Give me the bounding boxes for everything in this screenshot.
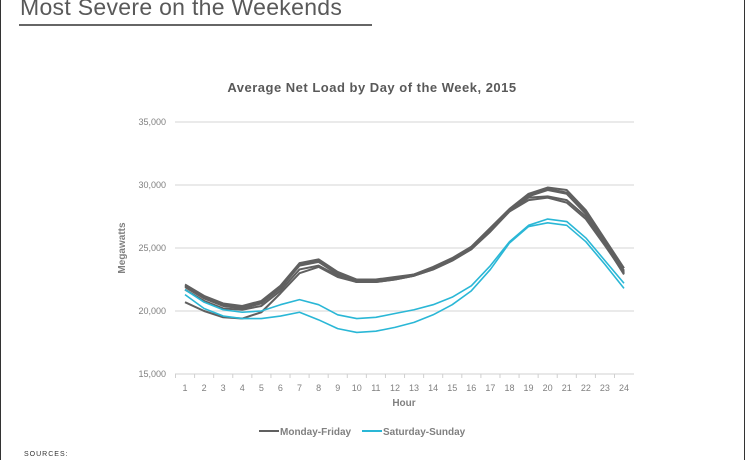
x-tick-label: 22 (581, 383, 591, 393)
y-tick-label: 25,000 (138, 243, 166, 253)
series-line-weekday (184, 195, 625, 311)
x-axis-label: Hour (392, 398, 415, 409)
x-tick-label: 19 (524, 383, 534, 393)
series-line-weekday (184, 196, 625, 320)
x-tick-label: 21 (562, 383, 572, 393)
sources-label: SOURCES: (24, 451, 69, 458)
x-tick-label: 14 (428, 383, 438, 393)
y-axis-label: Megawatts (117, 222, 128, 274)
x-tick-label: 15 (447, 383, 457, 393)
series-line-weekday (184, 186, 625, 307)
chart-title: Average Net Load by Day of the Week, 201… (227, 80, 516, 95)
x-tick-label: 13 (409, 383, 419, 393)
x-tick-label: 2 (202, 383, 207, 393)
title-underline (19, 24, 372, 26)
x-tick-label: 17 (485, 383, 495, 393)
series-line-weekday (184, 189, 625, 310)
x-tick-label: 3 (221, 383, 226, 393)
x-tick-label: 24 (619, 383, 629, 393)
x-tick-label: 5 (259, 383, 264, 393)
x-tick-label: 20 (543, 383, 553, 393)
y-tick-label: 15,000 (138, 369, 166, 379)
legend-label: Monday-Friday (280, 427, 352, 438)
legend-label: Saturday-Sunday (383, 427, 466, 438)
series-line-weekend (184, 222, 625, 334)
x-tick-label: 11 (371, 383, 380, 393)
x-tick-label: 10 (352, 383, 362, 393)
x-tick-label: 1 (182, 383, 187, 393)
x-tick-label: 12 (390, 383, 400, 393)
x-tick-label: 23 (600, 383, 610, 393)
y-tick-label: 30,000 (138, 180, 166, 190)
series-line-weekend (184, 218, 625, 320)
x-tick-label: 9 (335, 383, 340, 393)
y-tick-label: 35,000 (138, 117, 166, 127)
y-tick-label: 20,000 (138, 306, 166, 316)
x-tick-label: 8 (316, 383, 321, 393)
slide-title: Most Severe on the Weekends (20, 0, 343, 20)
x-tick-label: 7 (297, 383, 302, 393)
left-border (0, 0, 1, 460)
x-tick-label: 18 (504, 383, 514, 393)
x-tick-label: 4 (240, 383, 245, 393)
x-tick-label: 6 (278, 383, 283, 393)
x-tick-label: 16 (466, 383, 476, 393)
